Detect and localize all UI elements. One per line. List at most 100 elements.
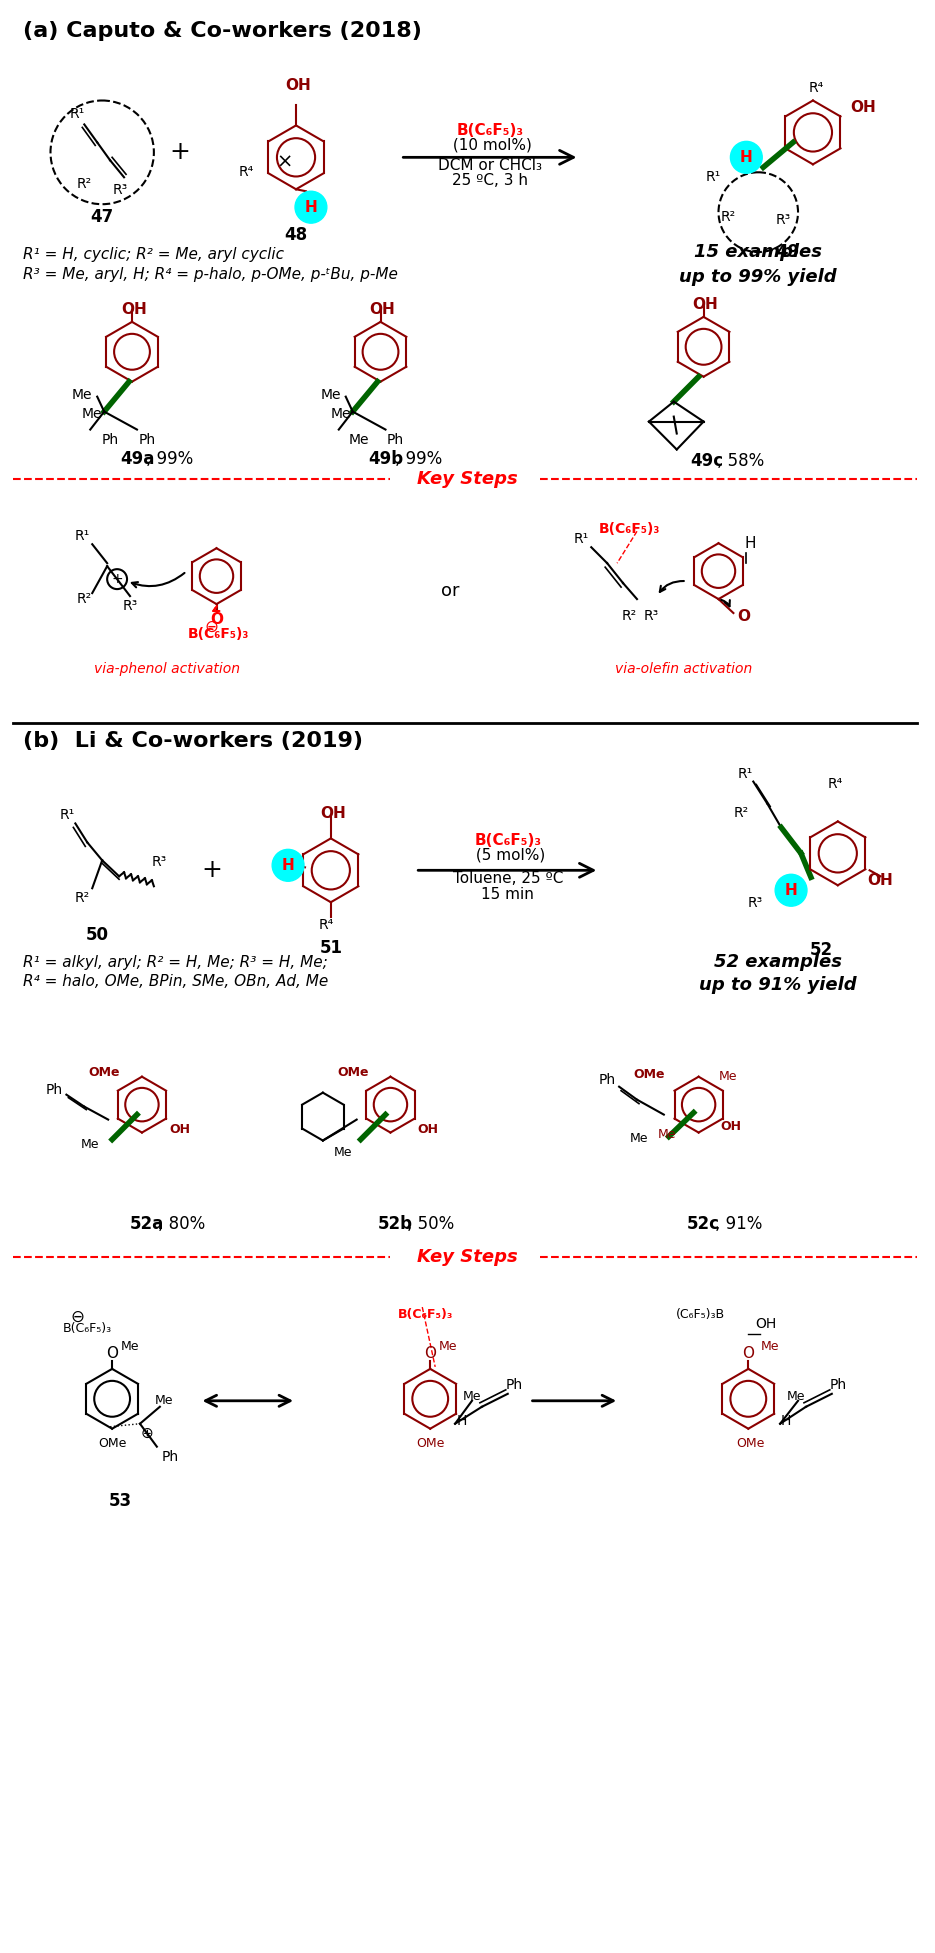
Text: R³: R³: [151, 855, 166, 869]
Text: R¹ = H, cyclic; R² = Me, aryl cyclic: R¹ = H, cyclic; R² = Me, aryl cyclic: [22, 248, 283, 262]
Text: OH: OH: [169, 1123, 190, 1137]
Text: R³: R³: [748, 896, 763, 910]
Text: R¹: R¹: [574, 533, 589, 547]
Circle shape: [295, 191, 327, 223]
Text: Ph: Ph: [387, 432, 404, 447]
Text: Key Steps: Key Steps: [417, 471, 517, 488]
Text: B(C₆F₅)₃: B(C₆F₅)₃: [63, 1322, 112, 1336]
Text: Ph: Ph: [46, 1082, 63, 1098]
Text: OMe: OMe: [633, 1068, 665, 1082]
Text: Me: Me: [330, 406, 351, 420]
Text: B(C₆F₅)₃: B(C₆F₅)₃: [397, 1309, 453, 1320]
Text: OH: OH: [720, 1121, 741, 1133]
Text: Me: Me: [349, 432, 369, 447]
Text: Me: Me: [154, 1394, 173, 1408]
Text: Me: Me: [630, 1133, 648, 1144]
Text: OH: OH: [369, 303, 396, 318]
Text: O: O: [210, 611, 223, 627]
Text: O: O: [742, 1346, 755, 1361]
Text: B(C₆F₅)₃: B(C₆F₅)₃: [188, 627, 249, 641]
Text: Me: Me: [72, 387, 93, 402]
Text: , 99%: , 99%: [146, 451, 194, 469]
Text: via-olefin activation: via-olefin activation: [615, 662, 753, 676]
Text: 49: 49: [776, 242, 799, 262]
Text: H: H: [744, 535, 756, 551]
Circle shape: [272, 850, 304, 881]
Text: (C₆F₅)₃B: (C₆F₅)₃B: [676, 1309, 726, 1320]
Text: H: H: [457, 1414, 468, 1428]
Text: 49a: 49a: [120, 451, 154, 469]
Text: Ph: Ph: [829, 1377, 846, 1392]
Text: Ph: Ph: [102, 432, 119, 447]
Text: Me: Me: [121, 1340, 139, 1353]
Text: 52 examples: 52 examples: [714, 953, 842, 971]
Text: R¹: R¹: [60, 809, 75, 822]
Text: OMe: OMe: [416, 1437, 444, 1451]
Text: R²: R²: [75, 891, 90, 906]
Text: R²: R²: [77, 178, 92, 191]
Text: B(C₆F₅)₃: B(C₆F₅)₃: [456, 123, 524, 139]
Text: (a) Caputo & Co-workers (2018): (a) Caputo & Co-workers (2018): [22, 21, 422, 41]
Circle shape: [730, 141, 762, 174]
Text: Ph: Ph: [138, 432, 155, 447]
Text: H: H: [740, 150, 753, 164]
Text: Me: Me: [334, 1146, 352, 1158]
Text: OH: OH: [850, 100, 875, 115]
Text: R¹: R¹: [70, 107, 85, 121]
Text: 15 examples: 15 examples: [695, 242, 822, 262]
Text: R⁴ = halo, OMe, BPin, SMe, OBn, Ad, Me: R⁴ = halo, OMe, BPin, SMe, OBn, Ad, Me: [22, 975, 328, 990]
Text: OH: OH: [418, 1123, 439, 1137]
Text: OMe: OMe: [98, 1437, 126, 1451]
Text: O: O: [424, 1346, 437, 1361]
Text: 51: 51: [320, 939, 342, 957]
Text: OH: OH: [285, 78, 311, 94]
Text: ×: ×: [276, 152, 293, 172]
Text: R³: R³: [643, 609, 658, 623]
Text: OH: OH: [755, 1316, 777, 1332]
Text: ⊕: ⊕: [140, 1426, 153, 1441]
Text: Toluene, 25 ºC: Toluene, 25 ºC: [453, 871, 563, 887]
Text: R³: R³: [775, 213, 791, 227]
Text: R⁴: R⁴: [827, 777, 842, 791]
Text: H: H: [305, 199, 317, 215]
Text: R¹: R¹: [75, 529, 90, 543]
Text: R³: R³: [112, 184, 128, 197]
Text: 49b: 49b: [368, 451, 403, 469]
Text: R⁴: R⁴: [808, 80, 824, 94]
Text: 25 ºC, 3 h: 25 ºC, 3 h: [452, 172, 528, 187]
Text: O: O: [737, 609, 750, 623]
Text: H: H: [784, 883, 798, 898]
Text: , 91%: , 91%: [714, 1215, 762, 1232]
Text: H: H: [781, 1414, 791, 1428]
Text: R¹: R¹: [706, 170, 721, 184]
Text: OMe: OMe: [337, 1066, 368, 1080]
Text: 48: 48: [284, 227, 308, 244]
Text: R²: R²: [622, 609, 637, 623]
Text: ⊖: ⊖: [205, 617, 219, 637]
Text: OH: OH: [122, 303, 147, 318]
Text: R¹: R¹: [738, 768, 753, 781]
Text: B(C₆F₅)₃: B(C₆F₅)₃: [474, 832, 541, 848]
Text: Ph: Ph: [161, 1449, 179, 1463]
Text: , 99%: , 99%: [395, 451, 442, 469]
Text: , 58%: , 58%: [717, 453, 764, 471]
Text: Me: Me: [321, 387, 341, 402]
Text: Me: Me: [463, 1391, 482, 1404]
Text: 15 min: 15 min: [482, 887, 534, 902]
Text: R²: R²: [734, 807, 749, 820]
Text: Me: Me: [719, 1070, 738, 1084]
Text: , 50%: , 50%: [407, 1215, 453, 1232]
Text: OMe: OMe: [736, 1437, 765, 1451]
Text: Me: Me: [786, 1391, 805, 1404]
Text: OH: OH: [320, 807, 346, 820]
Text: R⁴: R⁴: [318, 918, 334, 932]
Text: 52c: 52c: [687, 1215, 720, 1232]
Text: DCM or CHCl₃: DCM or CHCl₃: [438, 158, 542, 172]
Text: 52: 52: [810, 941, 832, 959]
Text: 47: 47: [91, 209, 114, 227]
Text: Me: Me: [657, 1129, 676, 1141]
Circle shape: [775, 875, 807, 906]
Text: 52b: 52b: [378, 1215, 413, 1232]
Text: via-phenol activation: via-phenol activation: [94, 662, 239, 676]
Text: 52a: 52a: [130, 1215, 164, 1232]
